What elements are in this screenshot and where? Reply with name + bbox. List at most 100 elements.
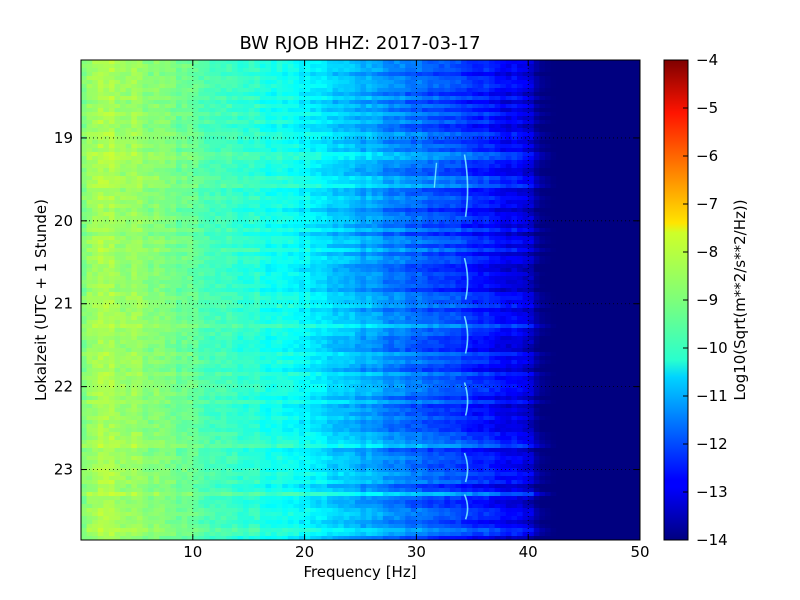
heatmap-cell [578, 112, 585, 117]
heatmap-cell [550, 80, 557, 85]
heatmap-cell [410, 148, 417, 153]
heatmap-cell [349, 172, 356, 177]
heatmap-cell [215, 128, 222, 133]
heatmap-cell [86, 256, 93, 261]
heatmap-cell [282, 196, 289, 201]
heatmap-cell [103, 204, 110, 209]
heatmap-cell [265, 180, 272, 185]
heatmap-cell [354, 88, 362, 93]
heatmap-cell [181, 100, 188, 105]
heatmap-cell [511, 148, 518, 153]
heatmap-cell [572, 76, 580, 81]
heatmap-cell [187, 176, 194, 181]
heatmap-cell [148, 88, 155, 93]
heatmap-cell [254, 128, 261, 133]
heatmap-cell [343, 212, 350, 217]
heatmap-cell [265, 164, 272, 169]
heatmap-cell [466, 96, 473, 101]
heatmap-cell [550, 124, 557, 129]
heatmap-cell [265, 212, 272, 217]
heatmap-cell [315, 96, 322, 101]
heatmap-cell [282, 164, 289, 169]
heatmap-cell [455, 212, 462, 217]
heatmap-cell [505, 152, 513, 157]
heatmap-cell [226, 60, 233, 65]
heatmap-cell [494, 72, 501, 77]
heatmap-cell [299, 80, 306, 85]
heatmap-cell [164, 80, 172, 85]
heatmap-cell [539, 96, 546, 101]
heatmap-cell [231, 224, 239, 229]
heatmap-cell [517, 80, 524, 85]
heatmap-cell [164, 60, 172, 65]
heatmap-cell [433, 76, 440, 81]
heatmap-cell [483, 144, 490, 149]
heatmap-cell [410, 220, 417, 225]
heatmap-cell [187, 104, 194, 109]
heatmap-cell [382, 68, 390, 73]
heatmap-cell [427, 196, 434, 201]
heatmap-cell [595, 120, 602, 125]
heatmap-cell [315, 188, 322, 193]
heatmap-cell [382, 208, 390, 213]
heatmap-cell [394, 212, 401, 217]
heatmap-cell [276, 152, 283, 157]
heatmap-cell [449, 68, 457, 73]
heatmap-cell [360, 156, 367, 161]
heatmap-cell [421, 72, 429, 77]
heatmap-cell [97, 144, 104, 149]
heatmap-cell [187, 116, 194, 121]
heatmap-cell [282, 228, 289, 233]
heatmap-cell [349, 60, 356, 65]
heatmap-cell [243, 240, 250, 245]
heatmap-cell [394, 232, 401, 237]
heatmap-cell [159, 100, 166, 105]
heatmap-cell [354, 128, 362, 133]
heatmap-cell [539, 92, 546, 97]
heatmap-cell [332, 152, 339, 157]
heatmap-cell [421, 228, 429, 233]
heatmap-cell [354, 188, 362, 193]
heatmap-cell [287, 132, 295, 137]
heatmap-cell [198, 220, 205, 225]
heatmap-cell [321, 104, 328, 109]
heatmap-cell [388, 144, 395, 149]
heatmap-cell [299, 192, 306, 197]
heatmap-cell [226, 84, 233, 89]
heatmap-cell [544, 192, 552, 197]
heatmap-cell [371, 240, 378, 245]
heatmap-cell [198, 228, 205, 233]
heatmap-cell [276, 208, 283, 213]
heatmap-cell [466, 92, 473, 97]
heatmap-cell [120, 64, 127, 69]
heatmap-cell [142, 200, 149, 205]
heatmap-cell [578, 256, 585, 261]
heatmap-cell [276, 64, 283, 69]
heatmap-cell [142, 100, 149, 105]
heatmap-cell [326, 256, 334, 261]
heatmap-cell [589, 152, 596, 157]
heatmap-cell [332, 112, 339, 117]
heatmap-cell [326, 188, 334, 193]
heatmap-cell [584, 104, 591, 109]
heatmap-cell [271, 68, 278, 73]
heatmap-cell [477, 124, 485, 129]
heatmap-cell [522, 120, 529, 125]
heatmap-cell [416, 108, 423, 113]
heatmap-cell [293, 192, 300, 197]
heatmap-cell [405, 60, 412, 65]
heatmap-cell [192, 244, 199, 249]
heatmap-cell [634, 200, 640, 205]
heatmap-cell [209, 132, 216, 137]
heatmap-cell [366, 148, 373, 153]
heatmap-cell [617, 152, 624, 157]
heatmap-cell [220, 224, 227, 229]
heatmap-cell [170, 72, 177, 77]
heatmap-cell [477, 196, 485, 201]
heatmap-cell [382, 248, 390, 253]
heatmap-cell [628, 144, 636, 149]
heatmap-cell [321, 136, 328, 141]
heatmap-cell [148, 236, 155, 241]
heatmap-cell [584, 176, 591, 181]
heatmap-cell [421, 96, 429, 101]
